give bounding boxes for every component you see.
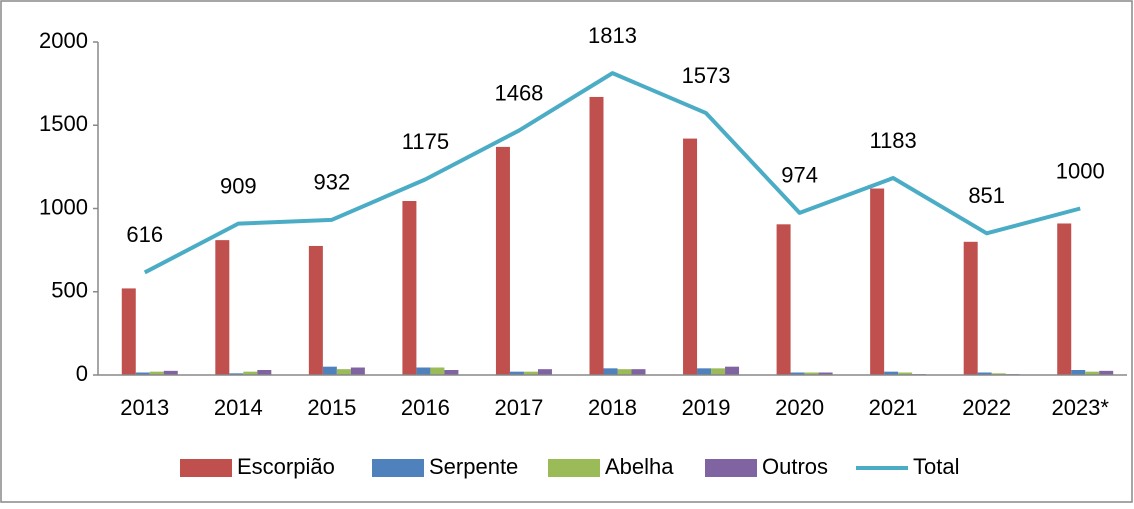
data-label: 974 [781,163,818,188]
bar [336,369,351,375]
legend-swatch [705,459,757,477]
x-tick-label: 2022 [962,395,1011,420]
bar [322,366,337,375]
y-tick-label: 1000 [39,194,88,219]
bar [495,146,510,375]
bar [631,369,646,375]
bar [149,371,164,375]
bar [1071,370,1086,375]
data-label: 1468 [494,80,543,105]
y-tick-label: 0 [76,361,88,386]
x-tick-label: 2021 [869,395,918,420]
bar [697,368,712,375]
bar [537,369,552,375]
legend-label: Total [913,454,959,479]
x-tick-label: 2018 [588,395,637,420]
bar [1057,223,1072,375]
bar [603,368,618,375]
bar [977,372,992,375]
bar [898,372,913,375]
legend-swatch [548,459,600,477]
bar [257,370,272,375]
legend-label: Escorpião [237,454,335,479]
bar [430,367,445,375]
bar [617,369,632,375]
bar [163,370,178,375]
legend-swatch [180,459,232,477]
bar [991,373,1006,375]
bar [1085,371,1100,375]
bar [135,372,150,375]
bar [308,245,323,375]
x-tick-label: 2013 [120,395,169,420]
y-tick-label: 2000 [39,28,88,53]
x-tick-label: 2015 [307,395,356,420]
x-tick-label: 2023* [1051,395,1109,420]
legend-label: Outros [762,454,828,479]
bar [229,373,244,375]
bar [776,224,791,375]
bar [725,366,740,375]
data-label: 851 [968,183,1005,208]
x-tick-label: 2019 [682,395,731,420]
bar [121,288,136,375]
legend-label: Serpente [429,454,518,479]
data-label: 1000 [1056,158,1105,183]
y-tick-label: 500 [51,278,88,303]
bar [870,188,885,375]
bar [523,371,538,375]
bar [804,372,819,375]
bar [963,241,978,375]
data-label: 932 [314,170,351,195]
x-tick-label: 2016 [401,395,450,420]
bar [818,372,833,375]
bar [1099,370,1114,375]
bar [884,371,899,375]
x-tick-label: 2017 [494,395,543,420]
total-line [143,71,1081,275]
data-label: 1813 [588,23,637,48]
x-tick-label: 2020 [775,395,824,420]
data-label: 1183 [869,128,916,153]
bar [243,371,258,375]
data-label: 1573 [682,63,731,88]
bar [711,368,726,375]
bar [444,370,459,375]
bar [589,96,604,375]
data-label: 909 [220,173,257,198]
bar [790,372,805,375]
legend-swatch [372,459,424,477]
data-label: 616 [126,222,163,247]
y-tick-label: 1500 [39,111,88,136]
legend-label: Abelha [605,454,674,479]
x-tick-label: 2014 [214,395,263,420]
data-label: 1175 [402,129,449,154]
bar [350,367,365,375]
bar [215,240,230,375]
bar [509,371,524,375]
bar [402,201,417,375]
bar [416,367,431,375]
bar [683,138,698,375]
